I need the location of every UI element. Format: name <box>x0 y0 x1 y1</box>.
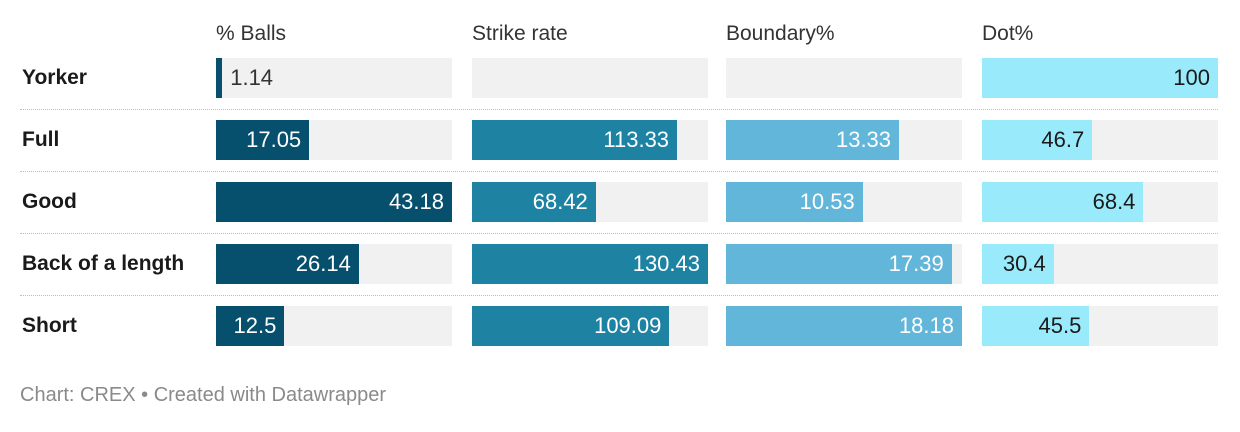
bar-sr <box>472 182 596 222</box>
bar-balls <box>216 306 285 346</box>
bar-value-balls: 12.5 <box>233 313 277 338</box>
bar-value-dot: 45.5 <box>1038 313 1082 338</box>
bar-track-sr <box>472 58 708 98</box>
bar-dot <box>982 306 1090 346</box>
bar-track-balls: 12.5 <box>216 306 452 346</box>
column-header-balls: % Balls <box>216 22 287 45</box>
bar-dot <box>982 244 1054 284</box>
bar-track-boundary: 10.53 <box>726 182 962 222</box>
bar-balls <box>216 120 310 160</box>
bar-value-sr: 109.09 <box>594 313 662 338</box>
bar-track-dot: 100 <box>982 58 1218 98</box>
bar-value-boundary: 18.18 <box>898 313 954 338</box>
bar-track-boundary: 13.33 <box>726 120 962 160</box>
bar-track-balls: 17.05 <box>216 120 452 160</box>
bar-dot <box>982 58 1218 98</box>
bar-track-boundary: 18.18 <box>726 306 962 346</box>
row-label: Full <box>22 128 60 151</box>
row-divider <box>20 233 1218 234</box>
bar-value-balls: 1.14 <box>230 65 274 90</box>
row-divider <box>20 171 1218 172</box>
bar-value-boundary: 17.39 <box>888 251 944 276</box>
bar-track-boundary: 17.39 <box>726 244 962 284</box>
bar-boundary <box>726 120 900 160</box>
bar-track-balls: 1.14 <box>216 58 452 98</box>
column-header-boundary: Boundary% <box>726 22 835 45</box>
bar-value-boundary: 13.33 <box>835 127 892 152</box>
row-divider <box>20 295 1218 296</box>
column-header-dot: Dot% <box>982 22 1034 45</box>
bar-boundary <box>726 182 863 222</box>
bar-value-balls: 43.18 <box>388 189 444 214</box>
bar-value-dot: 46.7 <box>1041 127 1085 152</box>
bar-boundary <box>726 306 962 346</box>
bar-dot <box>982 120 1093 160</box>
row-label: Short <box>22 314 77 337</box>
chart-footer: Chart: CREX • Created with Datawrapper <box>20 384 387 406</box>
bar-track-dot: 30.4 <box>982 244 1218 284</box>
bar-value-sr: 68.42 <box>532 189 588 214</box>
bar-dot <box>982 182 1144 222</box>
bar-track-balls: 26.14 <box>216 244 452 284</box>
bar-balls <box>216 182 452 222</box>
bar-sr <box>472 120 678 160</box>
bar-balls <box>216 244 359 284</box>
bar-sr <box>472 306 670 346</box>
row-label: Good <box>22 190 77 213</box>
bar-value-dot: 68.4 <box>1092 189 1136 214</box>
bar-value-boundary: 10.53 <box>799 189 855 214</box>
bar-value-sr: 130.43 <box>632 251 700 276</box>
bar-value-dot: 100 <box>1173 65 1210 90</box>
bar-track-dot: 45.5 <box>982 306 1218 346</box>
bar-sr <box>472 244 708 284</box>
bar-track-sr: 68.42 <box>472 182 708 222</box>
bar-track-boundary <box>726 58 962 98</box>
bar-track-sr: 109.09 <box>472 306 708 346</box>
row-label: Yorker <box>22 66 87 89</box>
bar-track-sr: 113.33 <box>472 120 708 160</box>
row-divider <box>20 109 1218 110</box>
bar-value-balls: 26.14 <box>295 251 351 276</box>
bar-value-balls: 17.05 <box>246 127 302 152</box>
bar-track-balls: 43.18 <box>216 182 452 222</box>
bar-track-dot: 46.7 <box>982 120 1218 160</box>
bar-boundary <box>726 244 952 284</box>
column-header-sr: Strike rate <box>472 22 568 45</box>
bar-balls <box>216 58 223 98</box>
row-label: Back of a length <box>22 252 185 275</box>
bar-value-sr: 113.33 <box>603 127 670 152</box>
bar-track-dot: 68.4 <box>982 182 1218 222</box>
bar-value-dot: 30.4 <box>1002 251 1046 276</box>
bar-track-sr: 130.43 <box>472 244 708 284</box>
